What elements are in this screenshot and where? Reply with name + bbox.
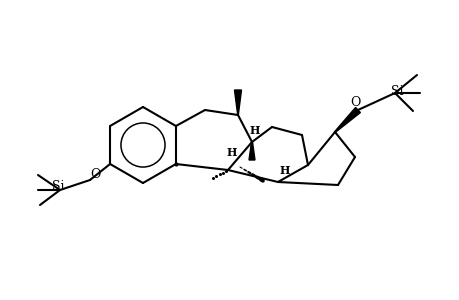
Text: Si: Si xyxy=(51,179,64,193)
Text: H: H xyxy=(249,124,260,136)
Polygon shape xyxy=(248,142,254,160)
Text: H: H xyxy=(226,146,237,158)
Text: H: H xyxy=(279,164,290,175)
Text: O: O xyxy=(90,167,100,181)
Text: Si: Si xyxy=(390,85,403,98)
Polygon shape xyxy=(234,90,241,115)
Text: O: O xyxy=(349,95,359,109)
Polygon shape xyxy=(334,107,360,132)
